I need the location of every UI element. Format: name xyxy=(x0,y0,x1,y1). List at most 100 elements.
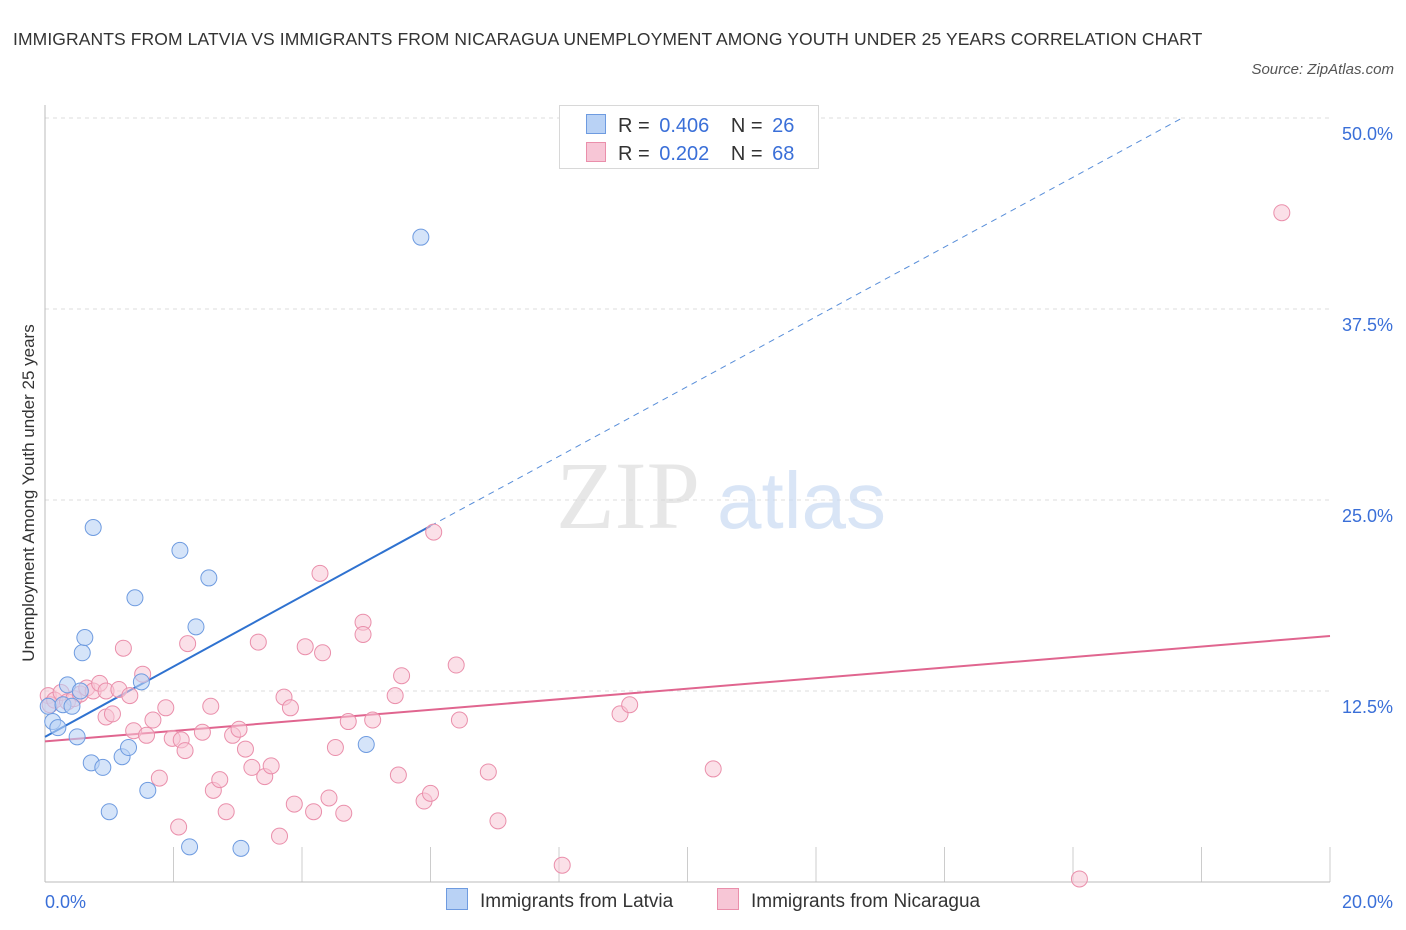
point-nicaragua xyxy=(326,739,344,757)
axis-layer xyxy=(44,105,1331,883)
y-tick-label: 50.0% xyxy=(1342,124,1393,144)
legend-r-value: 0.406 xyxy=(659,115,710,137)
point-latvia xyxy=(39,697,57,715)
bottom-legend-swatch-nicaragua xyxy=(717,888,739,910)
x-tick-label: 20.0% xyxy=(1342,892,1393,912)
bottom-legend-label-latvia: Immigrants from Latvia xyxy=(480,891,674,912)
point-nicaragua xyxy=(121,687,139,705)
grid-layer xyxy=(45,117,1330,692)
point-nicaragua xyxy=(305,803,323,821)
point-nicaragua xyxy=(202,697,220,715)
point-latvia xyxy=(63,697,81,715)
point-nicaragua xyxy=(479,763,497,781)
point-nicaragua xyxy=(320,789,338,807)
point-nicaragua xyxy=(354,625,372,643)
point-nicaragua xyxy=(157,699,175,717)
legend-n-label: N = xyxy=(730,143,763,165)
point-nicaragua xyxy=(1273,204,1291,222)
legend-row-latvia: R = 0.406 N = 26 xyxy=(586,114,795,137)
point-nicaragua xyxy=(281,699,299,717)
legend-r-label: R = xyxy=(618,115,650,137)
point-latvia xyxy=(139,781,157,799)
trendline-latvia xyxy=(44,525,431,738)
trendline-nicaragua xyxy=(44,634,1331,743)
point-nicaragua xyxy=(176,742,194,760)
point-latvia xyxy=(412,228,430,246)
point-latvia xyxy=(132,673,150,691)
point-nicaragua xyxy=(243,758,261,776)
correlation-legend: R = 0.406 N = 26 R = 0.202 N = 68 xyxy=(559,105,819,169)
point-latvia xyxy=(68,728,86,746)
point-nicaragua xyxy=(339,713,357,731)
point-latvia xyxy=(200,569,218,587)
point-nicaragua xyxy=(217,803,235,821)
watermark-atlas: atlas xyxy=(717,456,886,545)
point-nicaragua xyxy=(144,711,162,729)
point-latvia xyxy=(232,839,250,857)
legend-row-nicaragua: R = 0.202 N = 68 xyxy=(586,142,795,165)
point-latvia xyxy=(94,758,112,776)
point-nicaragua xyxy=(285,795,303,813)
legend-n-value: 26 xyxy=(772,115,795,137)
point-nicaragua xyxy=(138,726,156,744)
point-nicaragua xyxy=(271,827,289,845)
point-nicaragua xyxy=(249,633,267,651)
label-layer: 12.5% 25.0% 37.5% 50.0% 0.0% 20.0% Unemploymen… xyxy=(19,124,1393,912)
point-nicaragua xyxy=(311,564,329,582)
legend-r-label: R = xyxy=(618,143,650,165)
legend-n-label: N = xyxy=(730,115,763,137)
point-latvia xyxy=(49,719,67,737)
point-nicaragua xyxy=(704,760,722,778)
point-nicaragua xyxy=(553,856,571,874)
point-nicaragua xyxy=(335,804,353,822)
legend-n-value: 68 xyxy=(772,143,795,165)
point-latvia xyxy=(73,644,91,662)
point-nicaragua xyxy=(425,523,443,541)
y-tick-label: 12.5% xyxy=(1342,697,1393,717)
trend-layer xyxy=(44,117,1331,743)
bottom-legend-latvia: Immigrants from Latvia xyxy=(446,888,673,913)
point-latvia xyxy=(120,739,138,757)
point-nicaragua xyxy=(296,638,314,656)
point-nicaragua xyxy=(262,757,280,775)
point-nicaragua xyxy=(236,740,254,758)
point-latvia xyxy=(100,803,118,821)
point-latvia xyxy=(357,735,375,753)
bottom-legend-swatch-latvia xyxy=(446,888,468,910)
point-nicaragua xyxy=(230,720,248,738)
watermark-zip: ZIP xyxy=(556,442,700,549)
chart-source: Source: ZipAtlas.com xyxy=(1251,61,1394,78)
point-nicaragua xyxy=(489,812,507,830)
bottom-legend-label-nicaragua: Immigrants from Nicaragua xyxy=(751,891,981,912)
point-nicaragua xyxy=(103,705,121,723)
point-nicaragua xyxy=(193,723,211,741)
point-nicaragua xyxy=(364,711,382,729)
point-latvia xyxy=(76,629,94,647)
y-tick-label: 37.5% xyxy=(1342,315,1393,335)
watermark-layer: ZIP atlas xyxy=(556,442,886,549)
legend-r-value: 0.202 xyxy=(659,143,710,165)
point-nicaragua xyxy=(170,818,188,836)
point-nicaragua xyxy=(211,771,229,789)
point-nicaragua xyxy=(150,769,168,787)
point-nicaragua xyxy=(422,784,439,802)
legend-swatch-latvia xyxy=(586,114,606,134)
y-tick-label: 25.0% xyxy=(1342,506,1393,526)
y-axis-label: Unemployment Among Youth under 25 years xyxy=(19,324,38,661)
point-latvia xyxy=(181,838,199,856)
point-latvia xyxy=(126,589,144,607)
point-latvia xyxy=(171,541,189,559)
x-tick-label: 0.0% xyxy=(45,892,86,912)
point-nicaragua xyxy=(386,687,404,705)
chart-title: IMMIGRANTS FROM LATVIA VS IMMIGRANTS FRO… xyxy=(13,29,1203,49)
point-nicaragua xyxy=(621,696,639,714)
bottom-legend-nicaragua: Immigrants from Nicaragua xyxy=(717,888,980,913)
point-nicaragua xyxy=(314,644,332,662)
point-nicaragua xyxy=(450,711,468,729)
point-nicaragua xyxy=(447,656,465,674)
point-nicaragua xyxy=(1070,870,1088,888)
point-nicaragua xyxy=(179,635,197,653)
point-latvia xyxy=(187,618,205,636)
point-nicaragua xyxy=(393,667,411,685)
